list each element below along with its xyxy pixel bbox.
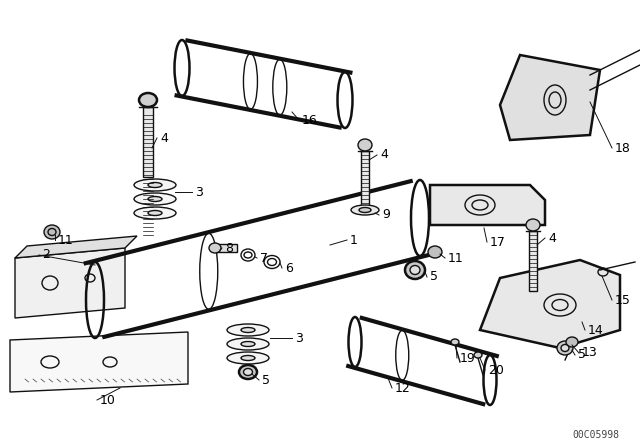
- Ellipse shape: [561, 345, 569, 352]
- Polygon shape: [430, 185, 545, 225]
- Text: 3: 3: [295, 332, 303, 345]
- Polygon shape: [480, 260, 620, 348]
- Ellipse shape: [241, 341, 255, 346]
- Text: 6: 6: [285, 262, 293, 275]
- Ellipse shape: [148, 182, 162, 188]
- Ellipse shape: [139, 93, 157, 107]
- Text: 2: 2: [42, 249, 50, 262]
- Polygon shape: [500, 55, 600, 140]
- Ellipse shape: [451, 339, 459, 345]
- Ellipse shape: [148, 211, 162, 215]
- Text: 5: 5: [262, 374, 270, 387]
- Ellipse shape: [227, 352, 269, 364]
- Ellipse shape: [148, 197, 162, 202]
- Text: 14: 14: [588, 323, 604, 336]
- Bar: [143, 107, 153, 177]
- Ellipse shape: [351, 205, 379, 215]
- Text: 18: 18: [615, 142, 631, 155]
- Text: 12: 12: [395, 382, 411, 395]
- Ellipse shape: [227, 338, 269, 350]
- Ellipse shape: [44, 225, 60, 239]
- Ellipse shape: [134, 207, 176, 219]
- Text: 1: 1: [350, 233, 358, 246]
- Text: 20: 20: [488, 363, 504, 376]
- Ellipse shape: [239, 365, 257, 379]
- Ellipse shape: [557, 341, 573, 355]
- Ellipse shape: [134, 179, 176, 191]
- Ellipse shape: [405, 261, 425, 279]
- Bar: [215, 244, 237, 252]
- Text: 9: 9: [382, 208, 390, 221]
- Polygon shape: [10, 332, 188, 392]
- Ellipse shape: [474, 352, 482, 358]
- Ellipse shape: [359, 207, 371, 212]
- Text: 4: 4: [160, 132, 168, 145]
- Ellipse shape: [526, 219, 540, 231]
- Text: 15: 15: [615, 293, 631, 306]
- Text: 11: 11: [58, 233, 74, 246]
- Text: 17: 17: [490, 236, 506, 249]
- Ellipse shape: [428, 246, 442, 258]
- Text: 10: 10: [100, 393, 116, 406]
- Polygon shape: [15, 248, 125, 318]
- Text: 5: 5: [578, 349, 586, 362]
- Polygon shape: [15, 236, 137, 258]
- Ellipse shape: [243, 369, 253, 375]
- Bar: [529, 231, 537, 291]
- Ellipse shape: [566, 337, 578, 347]
- Text: 4: 4: [380, 148, 388, 161]
- Ellipse shape: [134, 193, 176, 205]
- Ellipse shape: [241, 356, 255, 361]
- Text: 4: 4: [548, 232, 556, 245]
- Text: 3: 3: [195, 185, 203, 198]
- Text: 00C05998: 00C05998: [572, 430, 619, 440]
- Ellipse shape: [358, 139, 372, 151]
- Text: 19: 19: [460, 352, 476, 365]
- Text: 5: 5: [430, 271, 438, 284]
- Ellipse shape: [241, 327, 255, 332]
- Text: 7: 7: [260, 251, 268, 264]
- Bar: [361, 151, 369, 206]
- Text: 13: 13: [582, 346, 598, 359]
- Text: 11: 11: [448, 251, 464, 264]
- Text: 16: 16: [302, 113, 317, 126]
- Ellipse shape: [209, 243, 221, 253]
- Ellipse shape: [410, 266, 420, 275]
- Text: 8: 8: [225, 241, 233, 254]
- Ellipse shape: [227, 324, 269, 336]
